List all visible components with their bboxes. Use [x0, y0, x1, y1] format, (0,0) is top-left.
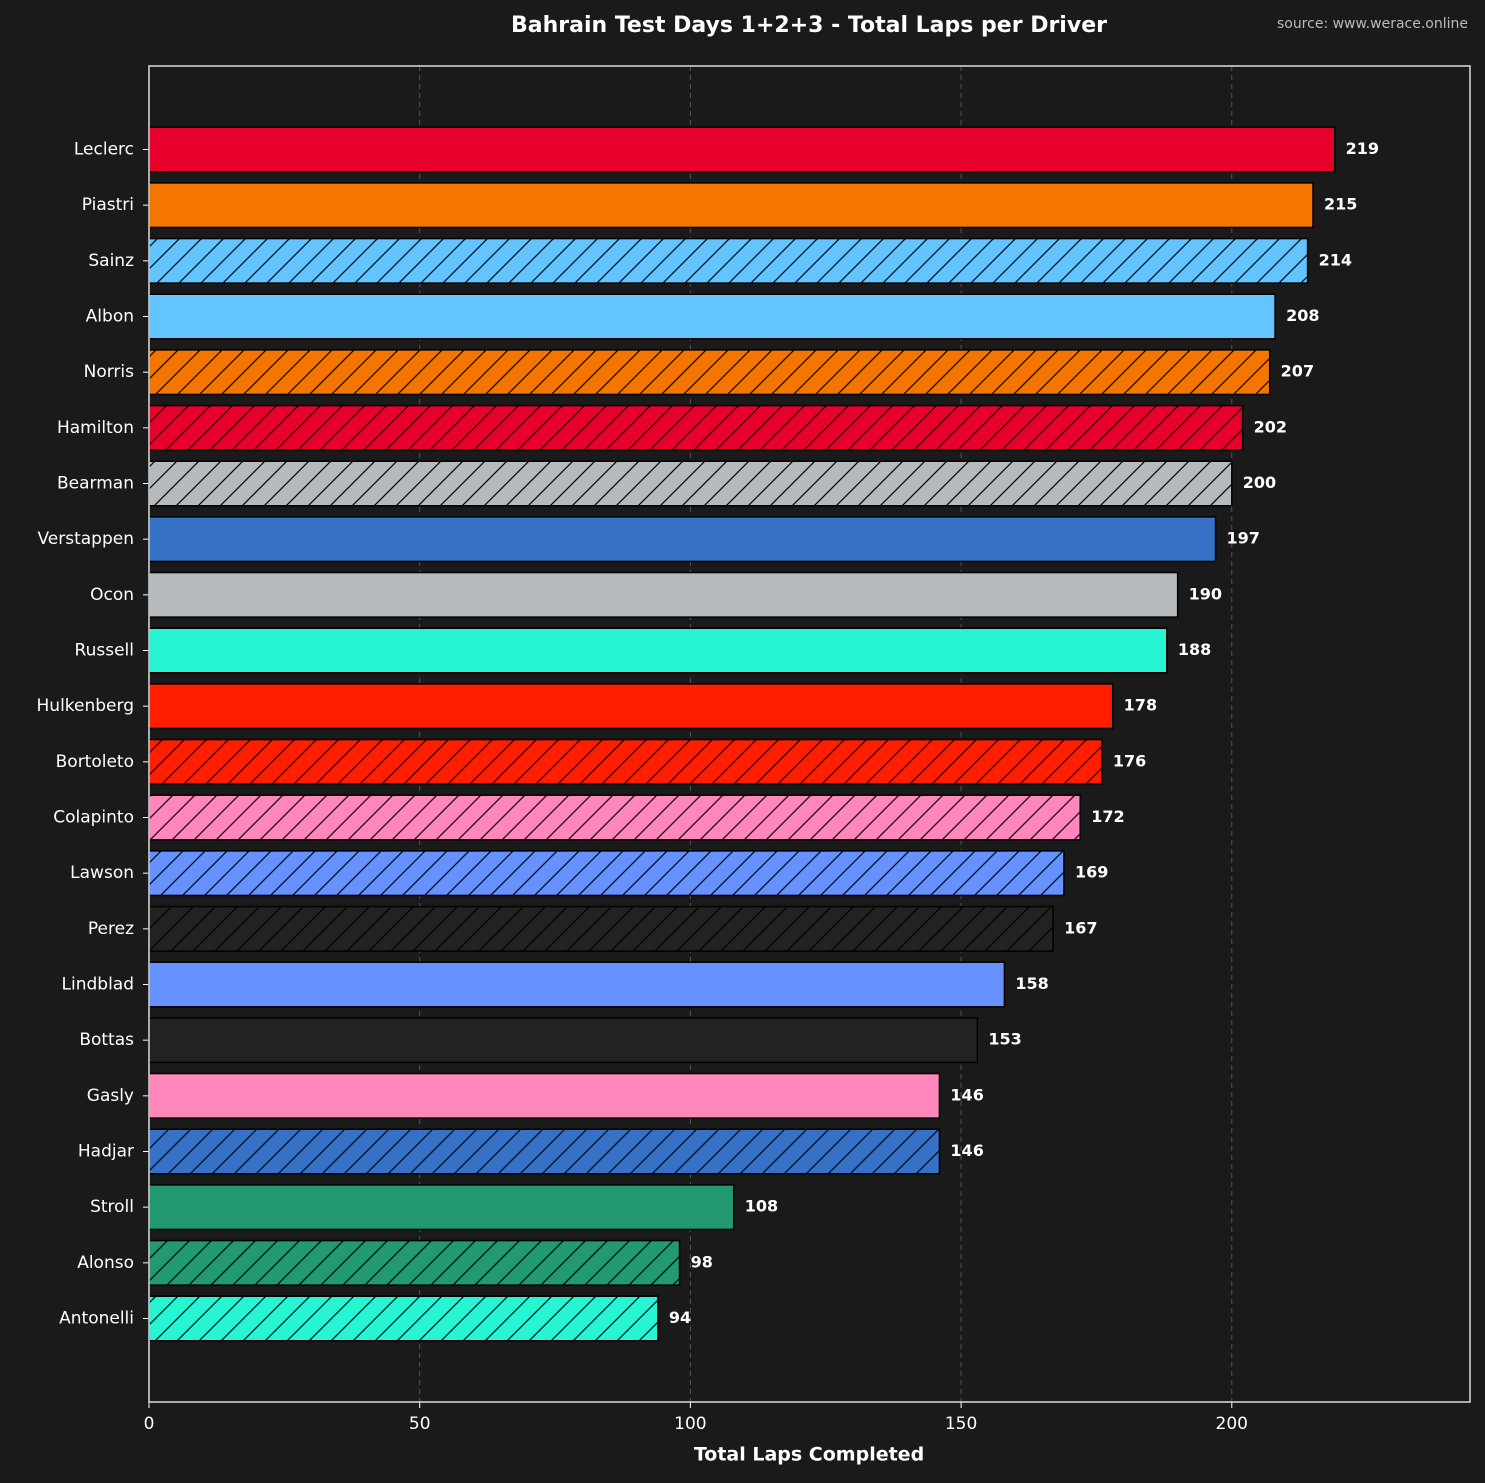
bar [148, 571, 1179, 618]
value-label: 202 [1254, 417, 1287, 436]
source-note: source: www.werace.online [1277, 16, 1468, 32]
bar [148, 627, 1168, 674]
y-tick-label: Lawson [70, 863, 134, 883]
bar-hatch [149, 795, 1081, 840]
value-label: 214 [1319, 250, 1352, 269]
x-tick-label: 150 [945, 1414, 977, 1434]
x-tick-label: 200 [1216, 1414, 1248, 1434]
y-tick-label: Verstappen [37, 529, 134, 549]
value-label: 172 [1091, 807, 1124, 826]
plot-frame [148, 65, 1471, 1403]
bar-hatch [149, 1240, 680, 1286]
y-tick-label: Bortoleto [56, 752, 134, 772]
bar-hatch [149, 349, 1270, 395]
bar [148, 182, 1314, 229]
y-tick-label: Gasly [87, 1086, 134, 1106]
bar-hatch [149, 1129, 940, 1174]
x-tick-label: 100 [674, 1414, 706, 1434]
y-tick-label: Stroll [90, 1197, 134, 1217]
value-label: 98 [691, 1252, 713, 1271]
value-label: 169 [1075, 863, 1108, 882]
y-tick-label: Perez [88, 919, 134, 939]
value-label: 197 [1227, 529, 1260, 548]
value-label: 215 [1324, 195, 1357, 214]
value-label: 208 [1286, 306, 1319, 325]
y-tick-label: Norris [84, 362, 135, 382]
y-tick-label: Piastri [82, 195, 134, 215]
value-label: 207 [1281, 362, 1314, 381]
y-tick-label: Leclerc [74, 140, 134, 160]
value-label: 146 [950, 1141, 983, 1160]
value-label: 146 [950, 1085, 983, 1104]
y-tick-label: Antonelli [59, 1309, 134, 1329]
value-label: 176 [1113, 751, 1146, 770]
bar [148, 293, 1276, 340]
bar [148, 683, 1114, 730]
bar-hatch [149, 739, 1102, 785]
bar [148, 516, 1217, 563]
y-tick-label: Albon [86, 307, 134, 327]
x-tick-label: 0 [144, 1414, 155, 1434]
bar [148, 1017, 979, 1064]
y-tick-label: Colapinto [53, 808, 134, 828]
value-label: 158 [1015, 974, 1048, 993]
value-label: 94 [669, 1308, 691, 1327]
value-label: 108 [745, 1197, 778, 1216]
bar-hatch [149, 906, 1054, 952]
y-tick-label: Hamilton [57, 418, 134, 438]
value-label: 200 [1243, 473, 1276, 492]
y-tick-label: Lindblad [62, 975, 134, 995]
value-label: 219 [1346, 139, 1379, 158]
bar [148, 1072, 941, 1119]
bar [148, 1184, 735, 1231]
y-tick-label: Russell [75, 641, 134, 661]
chart-title: Bahrain Test Days 1+2+3 - Total Laps per… [511, 13, 1107, 38]
y-tick-label: Alonso [77, 1253, 134, 1273]
bar [148, 961, 1006, 1008]
bar-hatch [149, 1296, 658, 1341]
bar-hatch [149, 850, 1064, 896]
y-tick-label: Hulkenberg [37, 696, 134, 716]
bar-hatch [149, 405, 1243, 451]
x-tick-label: 50 [409, 1414, 431, 1434]
y-tick-label: Ocon [90, 585, 134, 605]
y-tick-label: Sainz [88, 251, 134, 271]
y-tick-label: Bottas [79, 1030, 134, 1050]
value-label: 167 [1064, 918, 1097, 937]
y-tick-label: Hadjar [78, 1142, 134, 1162]
x-axis-label: Total Laps Completed [694, 1444, 924, 1466]
y-tick-label: Bearman [57, 474, 134, 494]
value-label: 190 [1189, 584, 1222, 603]
bar-hatch [149, 461, 1232, 506]
value-label: 153 [988, 1030, 1021, 1049]
bar [148, 126, 1336, 173]
value-label: 178 [1124, 696, 1157, 715]
bar-hatch [149, 238, 1308, 284]
value-label: 188 [1178, 640, 1211, 659]
